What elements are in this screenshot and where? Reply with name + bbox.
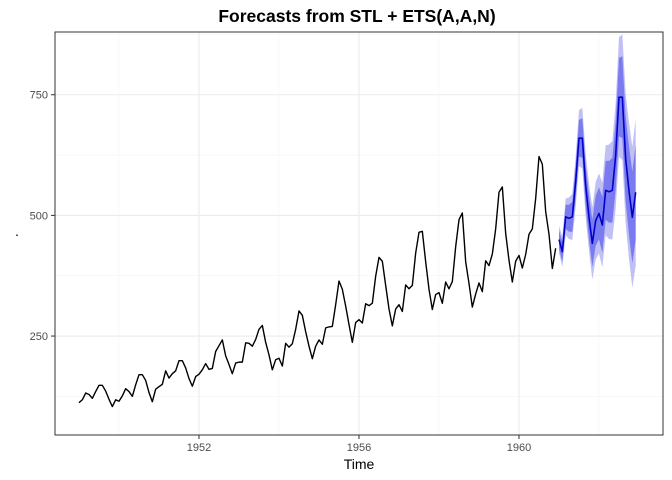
forecast-mean-line — [558, 96, 637, 253]
series-lines — [78, 96, 637, 408]
grid-lines — [55, 32, 663, 435]
x-tick-label: 1960 — [507, 442, 531, 454]
prediction-interval-80 — [559, 56, 636, 268]
history-series-line — [78, 155, 557, 408]
y-tick-label: 500 — [30, 210, 48, 222]
y-tick-label: 250 — [30, 331, 48, 343]
x-tick-label: 1956 — [347, 442, 371, 454]
prediction-interval-95 — [559, 34, 636, 288]
y-axis-ticks: 250 500 750 — [30, 90, 55, 343]
y-tick-label: 750 — [30, 90, 48, 102]
x-axis-ticks: 1952 1956 1960 — [187, 435, 531, 454]
x-tick-label: 1952 — [187, 442, 211, 454]
pi80-band — [559, 56, 636, 268]
x-axis-title: Time — [344, 456, 375, 472]
pi95-band — [559, 34, 636, 288]
y-axis-title: . — [15, 223, 19, 239]
chart-title: Forecasts from STL + ETS(A,A,N) — [218, 6, 495, 26]
